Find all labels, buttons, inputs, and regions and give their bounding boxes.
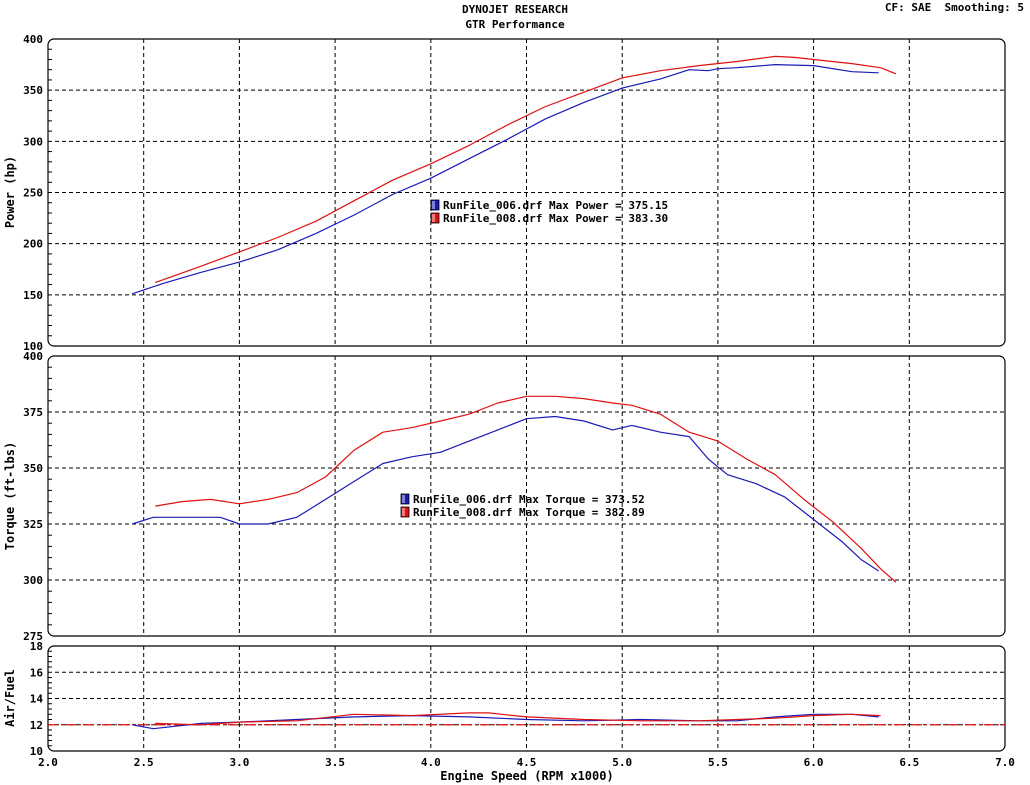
xtick-label: 3.5 xyxy=(325,756,345,769)
panel-torque-legend-swatch xyxy=(400,506,410,518)
panel-airfuel-ytick-label: 10 xyxy=(30,745,43,758)
panel-power-ytick-label: 200 xyxy=(23,238,43,251)
panel-power-legend-label: RunFile_008.drf Max Power = 383.30 xyxy=(443,212,668,225)
panel-power-series-run006-line xyxy=(132,63,879,295)
panel-torque-ytick-label: 400 xyxy=(23,350,43,363)
panel-torque-ytick-label: 325 xyxy=(23,518,43,531)
panel-power-ytick-label: 400 xyxy=(23,33,43,46)
panel-torque-ytick-label: 275 xyxy=(23,630,43,643)
panel-power-legend-swatch-shine xyxy=(432,201,435,209)
panel-power-ytick-label: 300 xyxy=(23,135,43,148)
panel-power-series-run008-line xyxy=(154,55,897,284)
panel-torque-legend-swatch-shine xyxy=(402,495,405,503)
xtick-label: 7.0 xyxy=(995,756,1015,769)
panel-airfuel-ytick-label: 12 xyxy=(30,719,43,732)
xtick-label: 4.0 xyxy=(421,756,441,769)
panel-torque-legend-swatch xyxy=(400,493,410,505)
panel-power-legend-swatch xyxy=(430,199,440,211)
panel-torque-ytick-label: 375 xyxy=(23,406,43,419)
panel-torque-ytick-label: 350 xyxy=(23,462,43,475)
panel-torque-ytick-label: 300 xyxy=(23,574,43,587)
panel-power-ytick-label: 150 xyxy=(23,289,43,302)
panel-power-ytick-label: 100 xyxy=(23,340,43,353)
chart-subtitle: GTR Performance xyxy=(465,18,565,31)
panel-power-legend-label: RunFile_006.drf Max Power = 375.15 xyxy=(443,199,668,212)
xtick-label: 6.0 xyxy=(804,756,824,769)
panel-power-ytick-label: 350 xyxy=(23,84,43,97)
panel-torque-series-run008-line xyxy=(155,395,897,583)
panel-torque-legend-label: RunFile_008.drf Max Torque = 382.89 xyxy=(413,506,645,519)
panel-torque-legend-swatch-shine xyxy=(402,508,405,516)
panel-torque-ylabel: Torque (ft-lbs) xyxy=(3,442,17,550)
panel-power-legend-swatch xyxy=(430,212,440,224)
panel-power-ylabel: Power (hp) xyxy=(3,156,17,228)
cf-label: CF: SAE xyxy=(884,1,932,14)
xtick-label: 5.5 xyxy=(708,756,728,769)
xtick-label: 3.0 xyxy=(229,756,249,769)
panel-airfuel-series-run008-line xyxy=(155,712,881,726)
xtick-label: 2.5 xyxy=(134,756,154,769)
panel-airfuel-ytick-label: 16 xyxy=(30,666,44,679)
xtick-label: 6.5 xyxy=(899,756,919,769)
chart-title: DYNOJET RESEARCH xyxy=(462,3,568,16)
xtick-label: 5.0 xyxy=(612,756,632,769)
panel-airfuel-ylabel: Air/Fuel xyxy=(3,669,17,727)
panel-torque-series-run006-line xyxy=(132,415,880,572)
xtick-label: 4.5 xyxy=(517,756,537,769)
correction-info: CF: SAE Smoothing: 5 xyxy=(885,1,1024,14)
panel-airfuel-ytick-label: 18 xyxy=(30,640,43,653)
panel-torque-legend-label: RunFile_006.drf Max Torque = 373.52 xyxy=(413,493,645,506)
panel-airfuel-ytick-label: 14 xyxy=(30,693,44,706)
xtick-label: 2.0 xyxy=(38,756,58,769)
xaxis-label: Engine Speed (RPM x1000) xyxy=(440,769,613,783)
panel-power-legend-swatch-shine xyxy=(432,214,435,222)
panel-power-ytick-label: 250 xyxy=(23,187,43,200)
smoothing-label: Smoothing: 5 xyxy=(944,1,1024,14)
